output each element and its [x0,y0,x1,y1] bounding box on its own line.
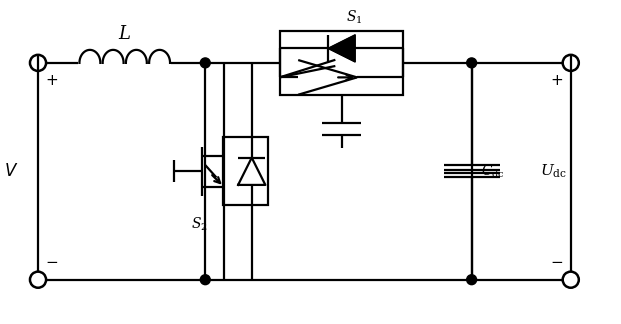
Bar [279,31,404,95]
Text: $S_1$: $S_1$ [346,8,362,26]
Circle shape [201,275,211,285]
Circle shape [201,58,211,68]
Text: +: + [45,73,58,88]
Text: $S_2$: $S_2$ [191,216,207,233]
Text: −: − [551,255,563,270]
Circle shape [466,58,476,68]
Polygon shape [328,35,355,62]
Text: L: L [119,25,131,43]
Text: −: − [45,255,58,270]
Circle shape [466,275,476,285]
Polygon shape [238,158,265,185]
Text: $U_{\mathrm{dc}}$: $U_{\mathrm{dc}}$ [540,163,567,180]
Text: $V$: $V$ [4,163,18,180]
Text: +: + [551,73,563,88]
Text: $C_{\mathrm{dc}}$: $C_{\mathrm{dc}}$ [481,163,505,180]
Bar [222,137,268,205]
